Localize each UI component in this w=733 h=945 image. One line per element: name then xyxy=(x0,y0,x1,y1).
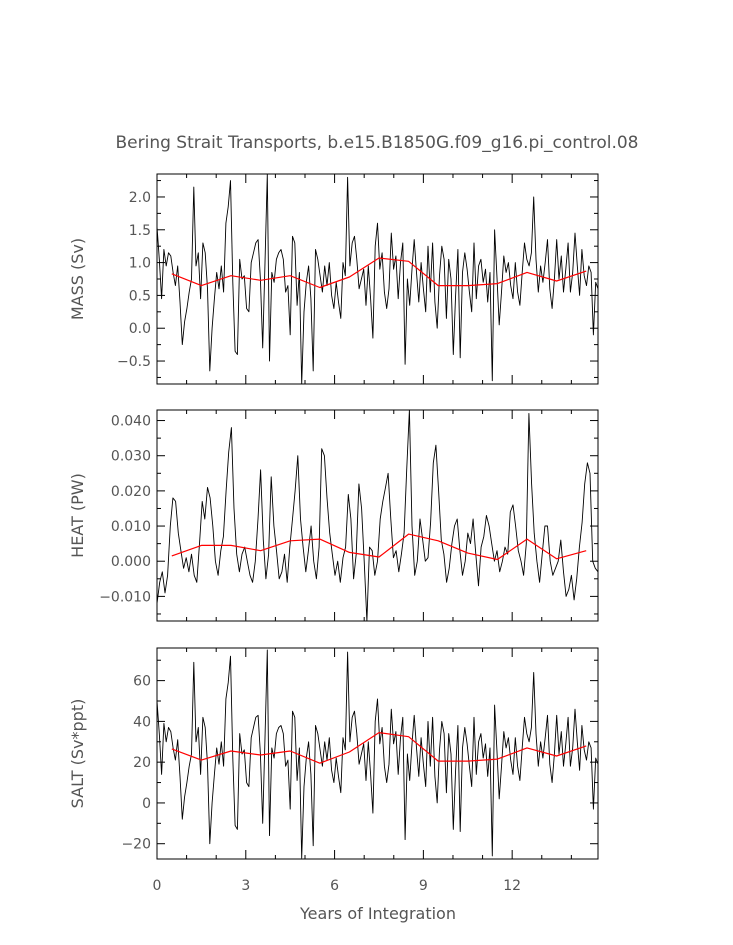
y-tick-label: 1.0 xyxy=(129,256,151,272)
chart-title: Bering Strait Transports, b.e15.B1850G.f… xyxy=(115,133,638,153)
y-tick-label: 20 xyxy=(133,755,151,771)
y-tick-label: 0.030 xyxy=(111,449,151,465)
panel-mass: 2.0 1.5 1.0 0.5 0.0 −0.5 MASS (Sv) xyxy=(68,173,599,385)
y-tick-label: 60 xyxy=(133,674,151,690)
y-tick-label: −0.5 xyxy=(117,354,151,370)
plot-frame xyxy=(156,647,599,860)
x-tick-label: 12 xyxy=(503,878,521,894)
x-tick-label: 3 xyxy=(241,878,250,894)
series-line-monthly xyxy=(156,649,599,859)
y-tick-label: 0.5 xyxy=(129,288,151,304)
y-tick-label: 0.020 xyxy=(111,484,151,500)
y-axis-label: SALT (Sv*ppt) xyxy=(68,699,87,809)
y-axis-label: MASS (Sv) xyxy=(68,238,87,320)
x-tick-label: 0 xyxy=(153,878,162,894)
series-line-annual xyxy=(171,257,587,289)
y-axis-label: HEAT (PW) xyxy=(68,473,87,558)
y-tick-label: 0.010 xyxy=(111,519,151,535)
x-tick-label: 9 xyxy=(419,878,428,894)
series-line-monthly xyxy=(156,173,599,385)
y-tick-label: 1.5 xyxy=(129,223,151,239)
y-tick-label: 40 xyxy=(133,714,151,730)
plot-frame xyxy=(156,409,599,622)
y-tick-label: −20 xyxy=(121,837,151,853)
y-tick-label: 0 xyxy=(142,796,151,812)
y-tick-label: 0.0 xyxy=(129,321,151,337)
panel-salt: 60 40 20 0 −20 SALT (Sv*ppt) xyxy=(68,647,599,860)
x-axis-label: Years of Integration xyxy=(299,904,456,923)
series-line-monthly xyxy=(156,409,599,622)
y-tick-label: 0.040 xyxy=(111,414,151,430)
y-tick-label: 2.0 xyxy=(129,190,151,206)
panel-heat: 0.040 0.030 0.020 0.010 0.000 −0.010 HEAT (PW) xyxy=(68,409,599,622)
y-tick-label: −0.010 xyxy=(99,589,151,605)
x-tick-label: 6 xyxy=(330,878,339,894)
series-line-annual xyxy=(171,533,587,561)
y-tick-label: 0.000 xyxy=(111,554,151,570)
series-line-annual xyxy=(171,731,587,764)
plot-frame xyxy=(156,173,599,385)
